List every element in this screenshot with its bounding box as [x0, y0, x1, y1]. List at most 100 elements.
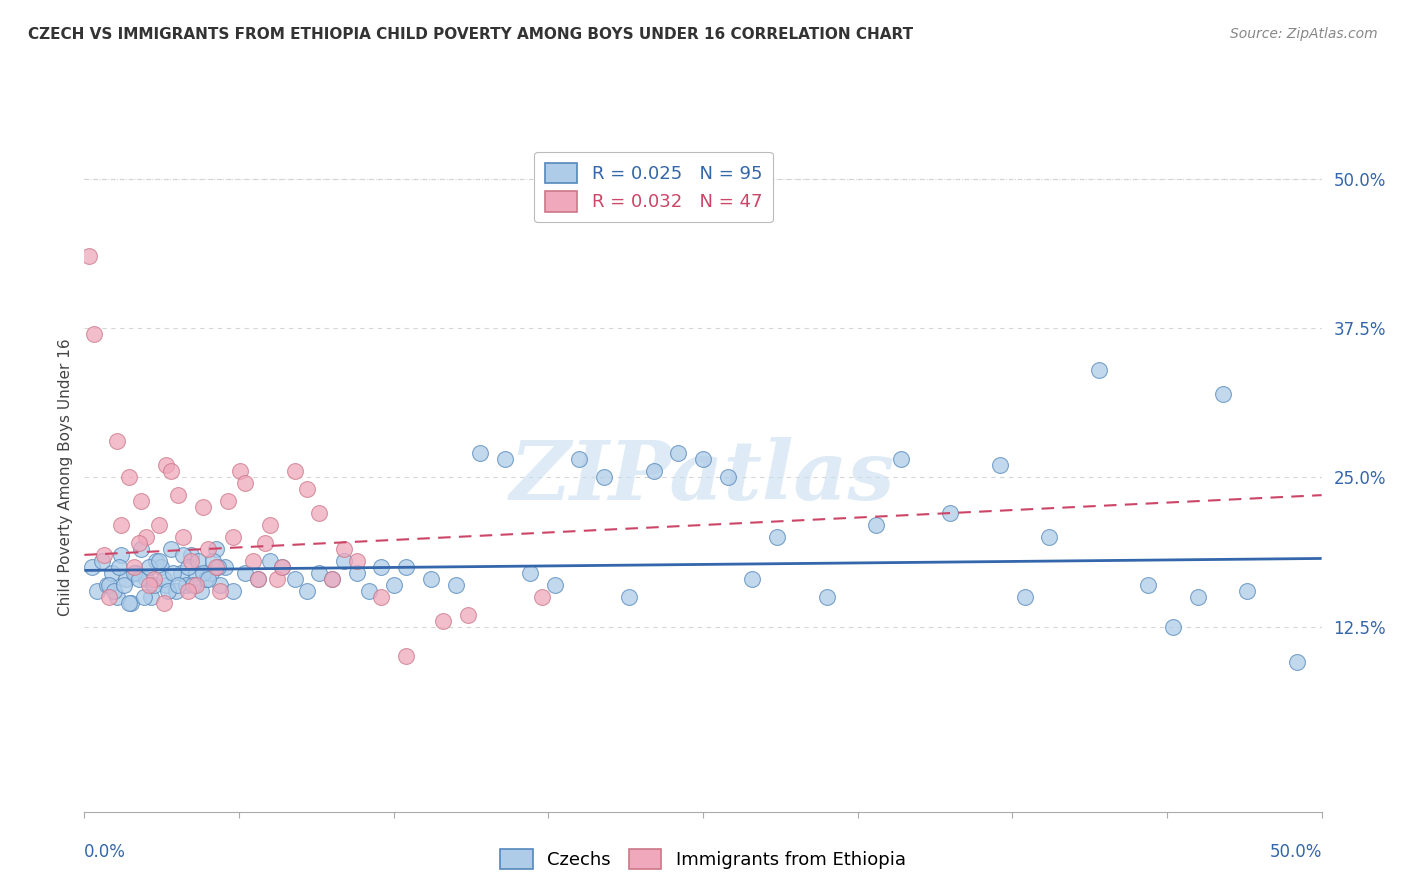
Point [246, 572, 269, 586]
Point [138, 559, 160, 574]
Point [233, 566, 256, 580]
Point [209, 583, 232, 598]
Point [197, 541, 219, 556]
Text: CZECH VS IMMIGRANTS FROM ETHIOPIA CHILD POVERTY AMONG BOYS UNDER 16 CORRELATION : CZECH VS IMMIGRANTS FROM ETHIOPIA CHILD … [28, 27, 914, 42]
Point [333, 541, 356, 556]
Point [692, 452, 714, 467]
Point [1236, 583, 1258, 598]
Point [865, 518, 887, 533]
Point [145, 554, 167, 568]
Point [1088, 362, 1111, 376]
Point [152, 572, 174, 586]
Point [122, 559, 145, 574]
Point [170, 566, 193, 580]
Point [180, 548, 202, 562]
Point [204, 559, 226, 574]
Point [259, 554, 281, 568]
Point [112, 578, 135, 592]
Point [1212, 386, 1234, 401]
Point [135, 572, 157, 586]
Point [1187, 590, 1209, 604]
Point [105, 434, 128, 449]
Point [98, 590, 121, 604]
Point [1161, 619, 1184, 633]
Point [988, 458, 1011, 473]
Point [148, 554, 170, 568]
Point [93, 548, 115, 562]
Text: Source: ZipAtlas.com: Source: ZipAtlas.com [1230, 27, 1378, 41]
Point [177, 583, 200, 598]
Point [1137, 578, 1160, 592]
Point [295, 482, 318, 496]
Point [321, 572, 343, 586]
Point [160, 541, 183, 556]
Point [180, 554, 202, 568]
Point [444, 578, 467, 592]
Point [494, 452, 516, 467]
Point [122, 566, 145, 580]
Point [432, 614, 454, 628]
Point [1014, 590, 1036, 604]
Point [370, 590, 392, 604]
Text: ZIPatlas: ZIPatlas [510, 437, 896, 517]
Point [181, 578, 204, 592]
Point [346, 566, 368, 580]
Point [80, 559, 103, 574]
Point [321, 572, 343, 586]
Point [939, 506, 962, 520]
Y-axis label: Child Poverty Among Boys Under 16: Child Poverty Among Boys Under 16 [58, 338, 73, 616]
Point [217, 494, 239, 508]
Point [155, 458, 177, 473]
Point [129, 541, 152, 556]
Point [160, 464, 183, 478]
Point [741, 572, 763, 586]
Point [717, 470, 740, 484]
Point [259, 518, 281, 533]
Point [172, 530, 194, 544]
Point [135, 530, 157, 544]
Point [128, 536, 150, 550]
Point [395, 559, 418, 574]
Point [666, 446, 689, 460]
Point [150, 559, 173, 574]
Point [568, 452, 591, 467]
Point [457, 607, 479, 622]
Point [242, 554, 264, 568]
Point [98, 578, 121, 592]
Point [118, 596, 141, 610]
Point [1285, 656, 1308, 670]
Point [370, 559, 392, 574]
Point [419, 572, 441, 586]
Point [200, 566, 222, 580]
Point [142, 572, 165, 586]
Point [194, 572, 217, 586]
Point [233, 476, 256, 491]
Point [148, 518, 170, 533]
Text: 0.0%: 0.0% [84, 843, 127, 861]
Point [197, 572, 219, 586]
Point [174, 578, 197, 592]
Point [86, 583, 108, 598]
Point [271, 559, 294, 574]
Point [167, 578, 190, 592]
Point [519, 566, 541, 580]
Point [284, 464, 307, 478]
Point [115, 572, 138, 586]
Point [128, 572, 150, 586]
Point [184, 578, 207, 592]
Point [815, 590, 838, 604]
Point [191, 500, 214, 514]
Point [141, 590, 163, 604]
Point [202, 554, 225, 568]
Point [155, 578, 177, 592]
Point [470, 446, 492, 460]
Point [105, 590, 128, 604]
Point [120, 596, 142, 610]
Point [253, 536, 276, 550]
Point [142, 578, 165, 592]
Point [152, 596, 174, 610]
Point [308, 506, 330, 520]
Point [333, 554, 356, 568]
Point [643, 464, 665, 478]
Point [96, 578, 118, 592]
